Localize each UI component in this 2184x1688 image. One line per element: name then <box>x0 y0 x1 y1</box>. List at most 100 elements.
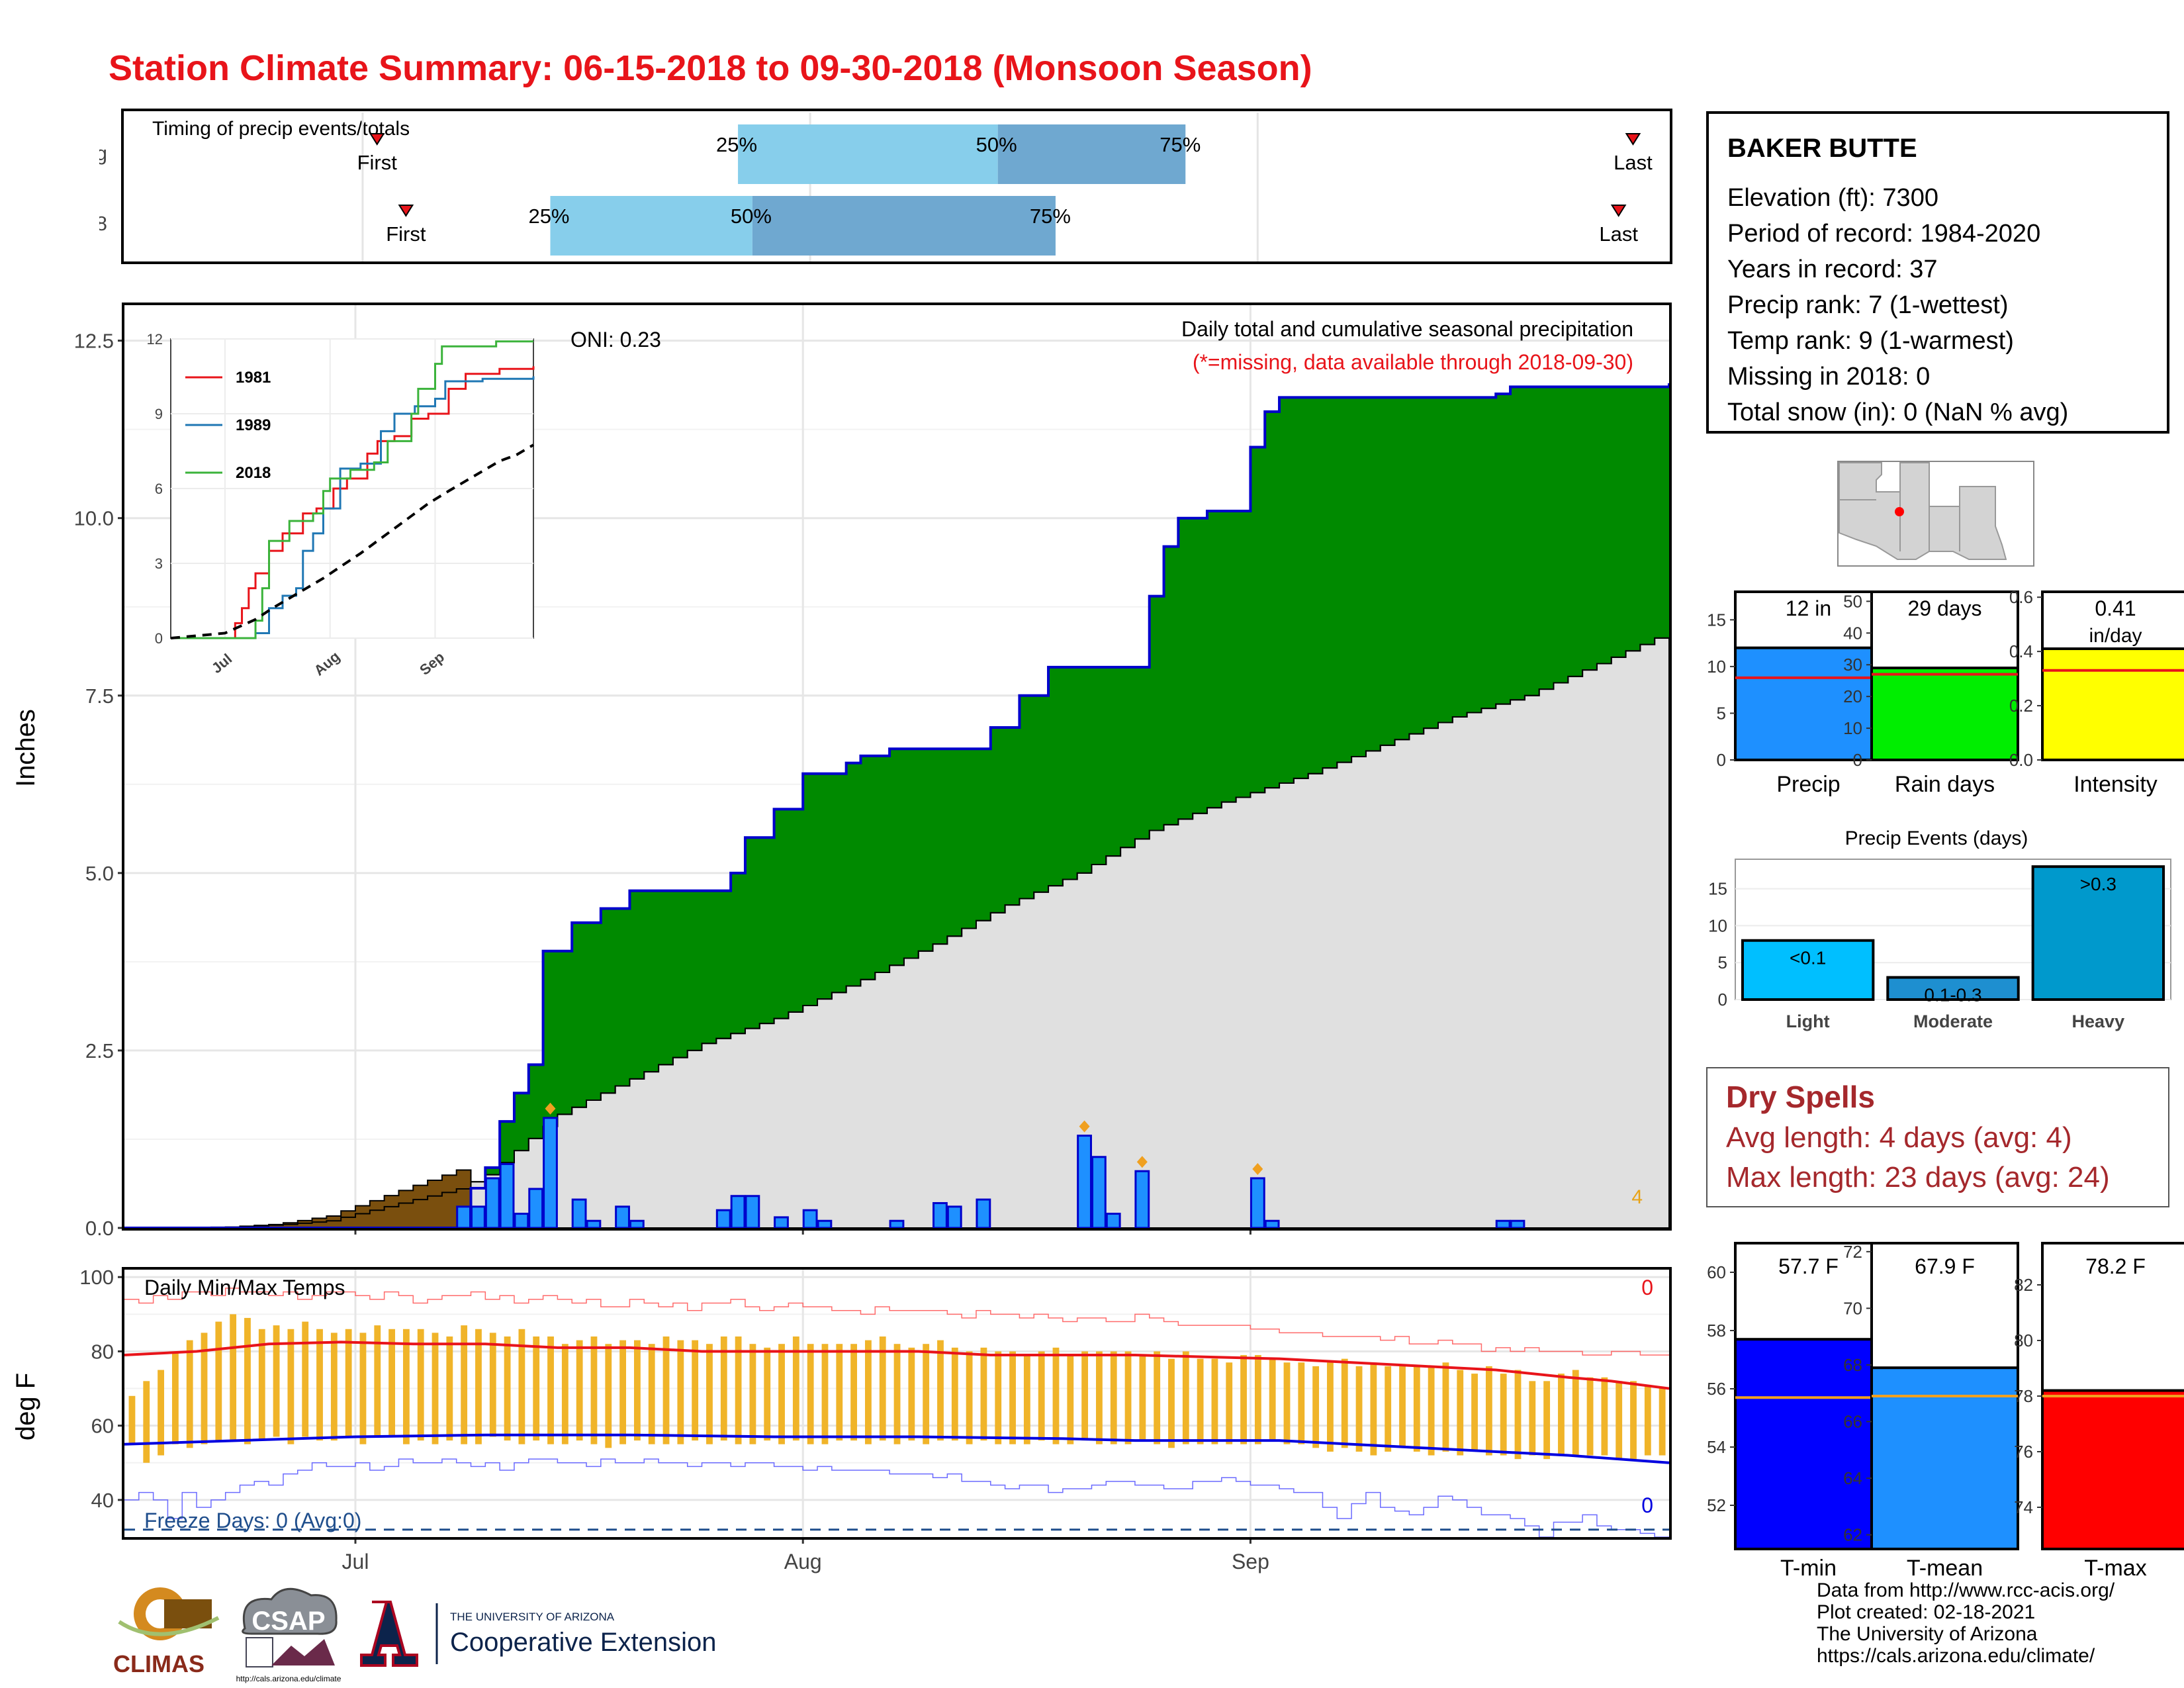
daily-temp-range-bar <box>720 1336 727 1441</box>
average-min-line <box>124 1433 1670 1464</box>
daily-temp-range-bar <box>258 1329 265 1441</box>
timing-bar-25-50 <box>550 196 752 256</box>
daily-temp-range-bar <box>1211 1358 1218 1444</box>
daily-temp-range-bar <box>1485 1366 1492 1456</box>
summary-y-tick-label: 72 <box>1843 1242 1862 1262</box>
daily-temp-range-bar <box>230 1314 237 1441</box>
inset-x-tick-label: Sep <box>416 649 447 679</box>
cumulative-2018-line <box>124 383 1670 1229</box>
daily-temp-range-bar <box>1428 1366 1435 1456</box>
daily-temp-range-bar <box>1226 1362 1233 1444</box>
daily-temp-range-bar <box>735 1336 742 1444</box>
summary-y-tick-label: 76 <box>2014 1442 2033 1462</box>
credits: Data from http://www.rcc-acis.org/ Plot … <box>1817 1579 2115 1667</box>
inset-legend-label: 2018 <box>236 464 271 482</box>
summary-y-tick-label: 66 <box>1843 1412 1862 1432</box>
inset-legend-label: 1981 <box>236 369 271 387</box>
summary-y-tick-label: 58 <box>1707 1321 1726 1340</box>
station-name: BAKER BUTTE <box>1727 134 1917 163</box>
daily-temp-range-bar <box>374 1325 381 1437</box>
daily-temp-range-bar <box>1558 1374 1565 1456</box>
ua-top-text: THE UNIVERSITY OF ARIZONA <box>450 1611 615 1623</box>
daily-precip-bar <box>730 1195 746 1229</box>
daily-temp-range-bar <box>201 1333 208 1444</box>
daily-temp-range-bar <box>764 1347 771 1441</box>
daily-temp-range-bar <box>158 1370 164 1456</box>
summary-bar-t-max <box>2041 1389 2184 1550</box>
daily-temp-range-bar <box>1327 1362 1334 1452</box>
csap-logo: CSAP http://cals.arizona.edu/climate <box>236 1587 341 1683</box>
station-precip-rank: Precip rank: 7 (1-wettest) <box>1727 291 2009 319</box>
daily-temp-range-bar <box>1514 1370 1522 1460</box>
summary-value-label: 12 in <box>1786 596 1831 620</box>
daily-temp-range-bar <box>821 1344 829 1444</box>
daily-temp-range-bar <box>1038 1351 1045 1441</box>
precip-events-title: Precip Events (days) <box>1845 827 2028 849</box>
timing-row-label-avg: Avg <box>99 142 107 165</box>
inset-legend-label: 1989 <box>236 416 271 434</box>
summary-value-label: 67.9 F <box>1915 1254 1975 1278</box>
daily-precip-bar <box>499 1162 515 1229</box>
daily-precip-bar <box>543 1117 558 1229</box>
daily-temp-range-bar <box>1067 1355 1074 1444</box>
daily-temp-range-bar <box>1630 1381 1637 1460</box>
daily-precip-bar <box>1510 1219 1525 1229</box>
events-bar-heavy <box>2031 865 2165 1001</box>
daily-temp-range-bar <box>143 1381 150 1463</box>
daily-temp-range-bar <box>605 1344 612 1448</box>
daily-temp-range-bar <box>923 1344 930 1444</box>
daily-temp-range-bar <box>1283 1362 1291 1444</box>
temps-x-tick-label: Jul <box>342 1550 369 1573</box>
precip-corner-count: 4 <box>1631 1186 1643 1208</box>
daily-temp-range-bar <box>1197 1358 1204 1444</box>
daily-temp-range-bar <box>850 1344 858 1441</box>
summary-bar-intensity <box>2041 647 2184 761</box>
inset-y-tick-label: 3 <box>155 555 163 572</box>
summary-category-label: Precip <box>1776 772 1840 797</box>
temps-count-top: 0 <box>1641 1276 1653 1299</box>
daily-precip-bar <box>1495 1219 1511 1229</box>
events-bar-label: <0.1 <box>1790 948 1826 968</box>
summary-bar-rain-days <box>1870 667 2019 761</box>
summary-y-tick-label: 82 <box>2014 1275 2033 1295</box>
timing-label-75: 75% <box>1030 205 1071 228</box>
daily-precip-bar <box>715 1209 731 1229</box>
daily-precip-bar <box>484 1177 500 1229</box>
summary-value-label: 57.7 F <box>1778 1254 1839 1278</box>
temps-frame <box>122 1267 1672 1540</box>
precip-y-tick-label: 10.0 <box>74 507 114 530</box>
freeze-label: Freeze Days: 0 (Avg:0) <box>144 1509 361 1532</box>
summary-bar-t-mean <box>1870 1366 2019 1550</box>
daily-temp-range-bar <box>1399 1366 1406 1448</box>
temps-y-tick-label: 60 <box>91 1415 114 1438</box>
station-snow: Total snow (in): 0 (NaN % avg) <box>1727 399 2069 426</box>
daily-temp-range-bar <box>1124 1351 1132 1444</box>
daily-precip-bar <box>745 1195 760 1229</box>
daily-temp-range-bar <box>836 1344 843 1441</box>
daily-precip-bar <box>946 1205 962 1229</box>
daily-temp-range-bar <box>677 1340 684 1444</box>
daily-temp-range-bar <box>706 1344 713 1444</box>
daily-temp-range-bar <box>634 1340 641 1441</box>
daily-temp-range-bar <box>1615 1381 1623 1460</box>
daily-temp-range-bar <box>518 1329 525 1444</box>
summary-y-tick-label: 15 <box>1707 610 1726 630</box>
summary-y-tick-label: 60 <box>1707 1262 1726 1282</box>
daily-temp-range-bar <box>461 1325 468 1444</box>
summary-y-tick-label: 0.4 <box>2009 641 2033 661</box>
summary-y-tick-label: 0 <box>1853 750 1862 770</box>
summary-y-tick-label: 20 <box>1843 686 1862 706</box>
dry-spells-title: Dry Spells <box>1726 1080 1875 1114</box>
temps-y-tick-label: 100 <box>79 1266 114 1289</box>
summary-y-tick-label: 10 <box>1843 718 1862 738</box>
daily-precip-bar <box>571 1198 587 1229</box>
timing-first-label: First <box>357 151 398 174</box>
summary-y-tick-label: 80 <box>2014 1331 2033 1350</box>
daily-precip-bar <box>514 1213 529 1229</box>
ua-logo: THE UNIVERSITY OF ARIZONA Cooperative Ex… <box>360 1601 716 1667</box>
timing-label-25: 25% <box>528 205 569 228</box>
daily-temp-range-bar <box>966 1351 973 1444</box>
daily-temp-range-bar <box>807 1344 814 1444</box>
precip-y-tick-label: 0.0 <box>85 1217 114 1240</box>
daily-temp-range-bar <box>1601 1377 1608 1456</box>
